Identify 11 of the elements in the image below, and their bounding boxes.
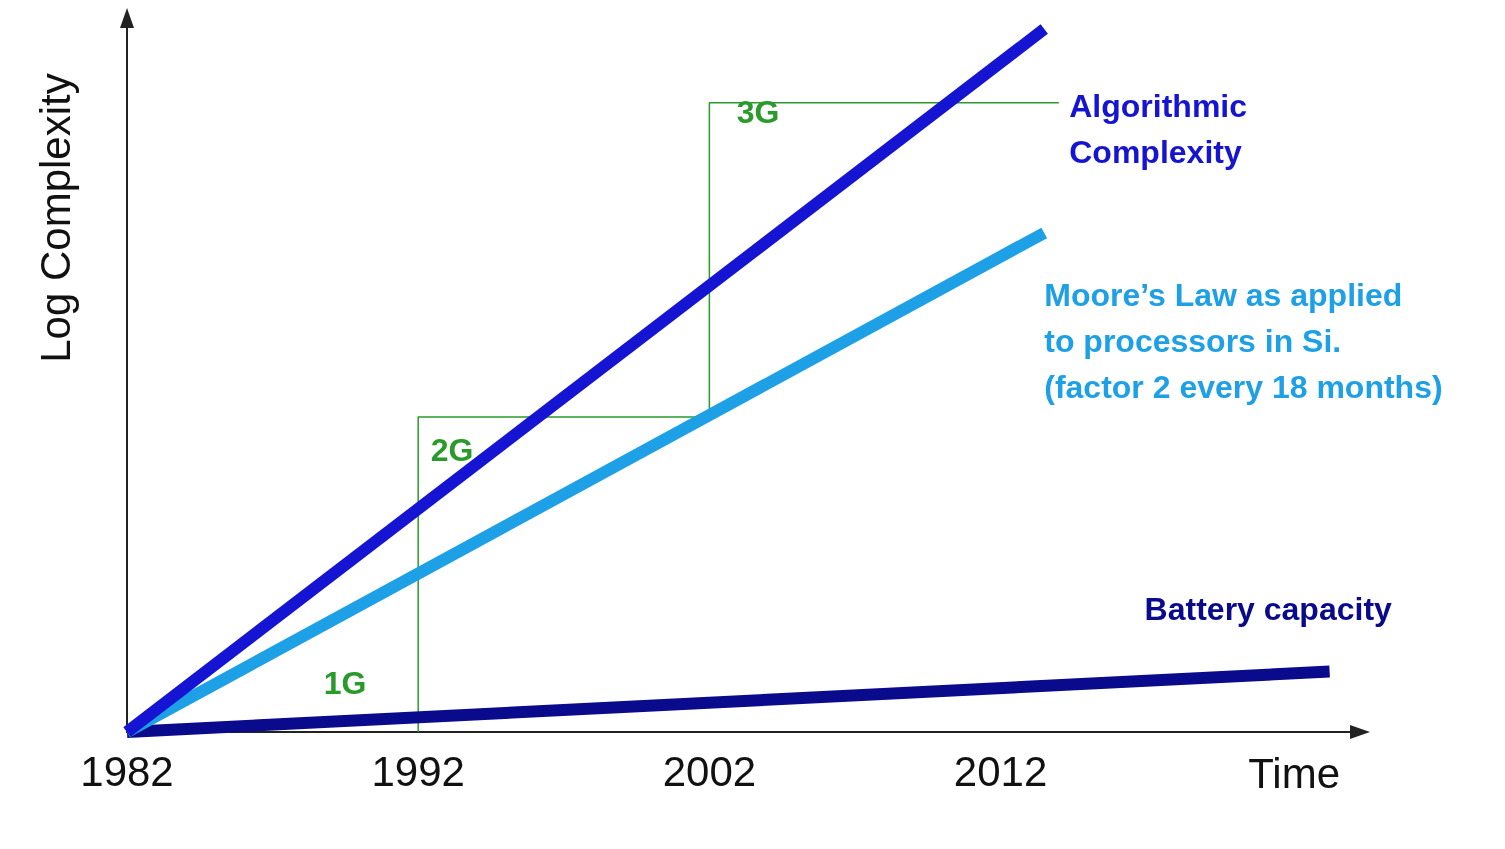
x-axis-title: Time <box>1248 749 1340 797</box>
series-label: Moore’s Law as applied to processors in Si. (factor 2 every 18 months) <box>1044 276 1443 405</box>
x-tick-label: 2012 <box>953 747 1048 795</box>
annotation: 1G <box>323 665 367 701</box>
annotation: 2G <box>430 432 474 468</box>
series-label: Battery capacity <box>1144 590 1393 627</box>
x-tick-label: 1992 <box>371 747 465 795</box>
series-label: Algorithmic Complexity <box>1069 88 1248 171</box>
y-axis-title: Log Complexity <box>31 73 79 363</box>
x-tick-label: 2002 <box>662 747 757 795</box>
x-tick-label: 1982 <box>80 747 174 795</box>
